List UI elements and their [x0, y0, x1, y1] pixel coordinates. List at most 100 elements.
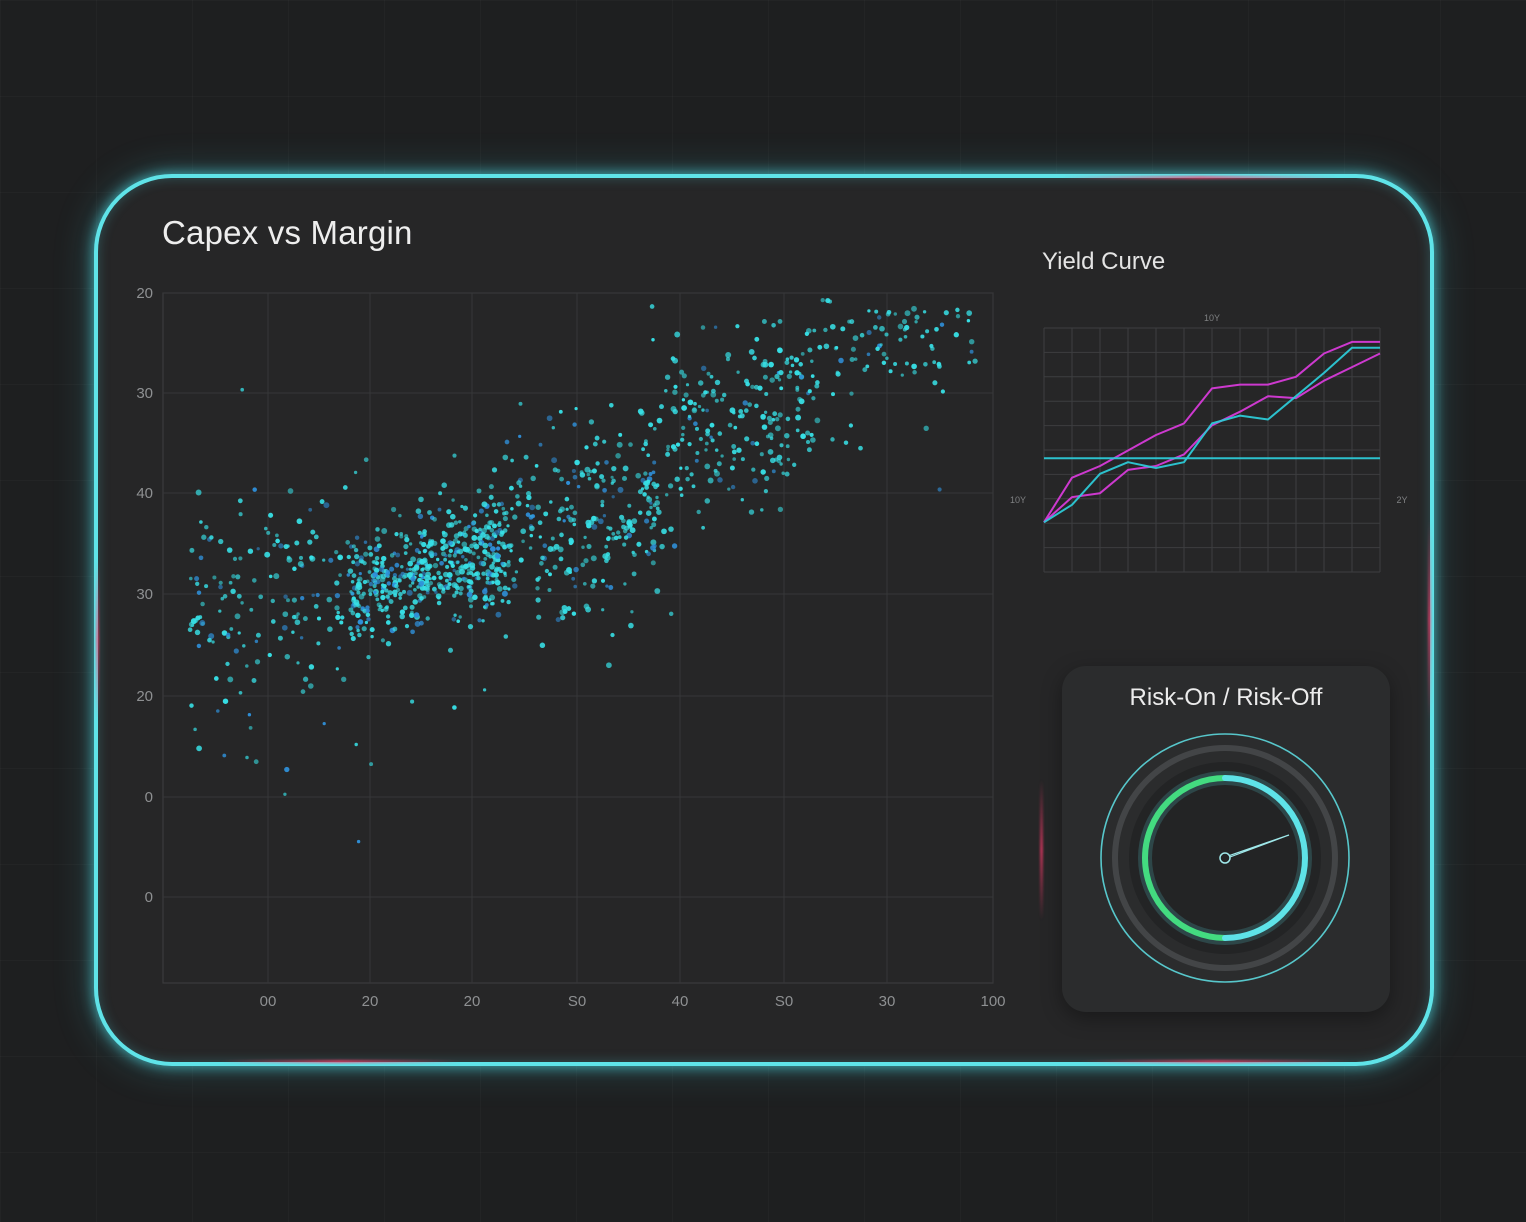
scatter-point	[255, 632, 261, 638]
scatter-point	[235, 574, 241, 580]
scatter-point	[357, 619, 364, 625]
scatter-point	[697, 404, 702, 409]
scatter-point	[781, 471, 785, 475]
scatter-point	[511, 577, 517, 583]
scatter-point	[398, 596, 402, 600]
scatter-point	[365, 608, 370, 613]
x-tick-label: 20	[464, 993, 481, 1010]
scatter-point	[538, 442, 543, 447]
scatter-point	[705, 408, 709, 413]
scatter-point	[725, 357, 731, 362]
x-tick-label: 30	[879, 993, 896, 1010]
scatter-point	[499, 501, 505, 507]
scatter-point	[649, 525, 653, 530]
right-accent-glow	[1428, 520, 1431, 720]
scatter-point	[412, 599, 418, 605]
scatter-point	[470, 521, 476, 526]
scatter-point	[356, 581, 362, 588]
scatter-point	[831, 392, 835, 397]
scatter-point	[296, 661, 300, 665]
scatter-point	[448, 560, 452, 564]
scatter-point	[458, 585, 464, 592]
scatter-point	[705, 390, 709, 394]
scatter-point	[509, 549, 513, 553]
scatter-point	[771, 469, 776, 474]
scatter-point	[467, 596, 474, 603]
scatter-point	[550, 536, 555, 541]
scatter-point	[525, 503, 530, 508]
scatter-point	[551, 426, 555, 430]
scatter-point	[477, 618, 482, 623]
scatter-point	[230, 588, 236, 595]
scatter-point	[366, 654, 371, 660]
scatter-point	[410, 610, 414, 615]
scatter-point	[627, 503, 632, 508]
scatter-point	[811, 396, 816, 401]
scatter-point	[848, 423, 854, 428]
scatter-point	[462, 576, 466, 581]
scatter-point	[585, 606, 592, 613]
scatter-point	[427, 510, 432, 515]
scatter-point	[691, 407, 698, 414]
scatter-point	[248, 726, 253, 730]
scatter-point	[932, 380, 938, 386]
scatter-point	[875, 346, 880, 352]
scatter-point	[679, 493, 684, 497]
scatter-point	[466, 571, 470, 576]
scatter-point	[843, 440, 849, 445]
scatter-point	[858, 445, 863, 451]
scatter-point	[281, 624, 288, 631]
scatter-point	[452, 553, 457, 558]
scatter-point	[443, 557, 448, 562]
scatter-point	[189, 703, 194, 708]
y-tick-label: 20	[136, 285, 153, 302]
scatter-point	[402, 605, 408, 611]
scatter-point	[399, 613, 405, 620]
scatter-point	[873, 325, 878, 330]
scatter-point	[568, 538, 575, 545]
scatter-point	[425, 586, 431, 592]
scatter-point	[190, 618, 197, 625]
scatter-point	[767, 449, 774, 455]
scatter-point	[859, 332, 865, 338]
scatter-point	[835, 371, 841, 377]
scatter-point	[446, 572, 453, 578]
scatter-point	[454, 590, 459, 595]
scatter-point	[436, 600, 442, 606]
scatter-point	[805, 439, 811, 445]
scatter-point	[428, 580, 434, 586]
scatter-point	[245, 664, 249, 668]
scatter-point	[729, 465, 735, 471]
scatter-point	[380, 594, 386, 601]
scatter-point	[478, 527, 482, 532]
scatter-point	[879, 325, 885, 332]
scatter-point	[940, 389, 946, 394]
scatter-point	[356, 628, 360, 633]
scatter-point	[763, 488, 769, 494]
scatter-point	[650, 560, 656, 566]
scatter-point	[737, 414, 742, 419]
scatter-point	[683, 392, 689, 398]
scatter-point	[777, 378, 782, 382]
scatter-point	[591, 468, 597, 474]
scatter-point	[414, 548, 420, 553]
scatter-point	[308, 507, 313, 512]
scatter-point	[316, 641, 321, 646]
scatter-point	[247, 548, 254, 554]
scatter-point	[672, 408, 678, 415]
scatter-point	[525, 490, 532, 497]
scatter-point	[709, 422, 715, 428]
scatter-point	[568, 570, 572, 574]
scatter-point	[351, 560, 356, 565]
scatter-point	[195, 581, 200, 586]
scatter-point	[372, 583, 377, 589]
scatter-point	[481, 571, 486, 576]
scatter-point	[466, 591, 473, 598]
scatter-point	[693, 421, 698, 427]
scatter-point	[233, 648, 239, 654]
scatter-point	[322, 558, 326, 562]
scatter-point	[572, 474, 578, 480]
